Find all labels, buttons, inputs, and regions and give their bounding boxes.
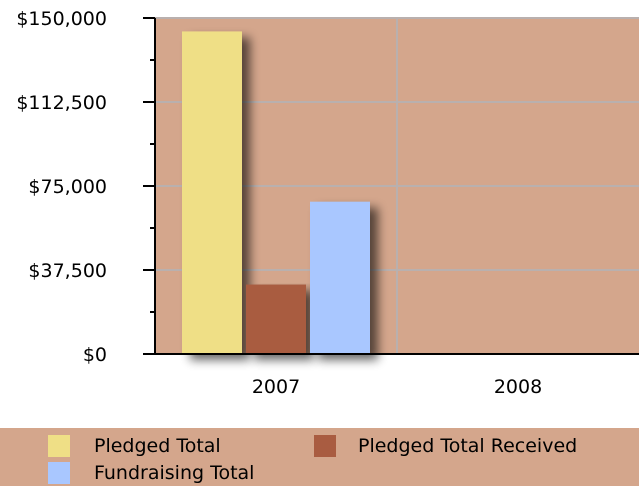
y-tick-label: $150,000 [16, 8, 107, 30]
y-tick-label: $0 [83, 344, 107, 366]
bar-pledged-total-received-2007 [246, 284, 306, 354]
legend: Pledged Total Pledged Total Received Fun… [0, 428, 639, 486]
legend-label-pledged-total: Pledged Total [94, 435, 221, 457]
legend-label-fundraising-total: Fundraising Total [94, 462, 255, 484]
x-tick-label: 2008 [494, 376, 542, 398]
legend-swatch-pledged-total [48, 435, 70, 457]
legend-label-pledged-total-received: Pledged Total Received [358, 435, 578, 457]
y-tick-label: $37,500 [28, 260, 107, 282]
bars [182, 31, 370, 354]
x-tick-labels: 2007 2008 [252, 376, 542, 398]
y-tick-label: $112,500 [16, 92, 107, 114]
legend-swatch-pledged-total-received [314, 435, 336, 457]
x-tick-label: 2007 [252, 376, 300, 398]
y-tick-label: $75,000 [28, 176, 107, 198]
legend-swatch-fundraising-total [48, 462, 70, 484]
bar-pledged-total-2007 [182, 31, 242, 354]
bar-fundraising-total-2007 [310, 201, 370, 354]
y-tick-labels: $0 $37,500 $75,000 $112,500 $150,000 [16, 8, 107, 366]
axes [143, 17, 639, 355]
